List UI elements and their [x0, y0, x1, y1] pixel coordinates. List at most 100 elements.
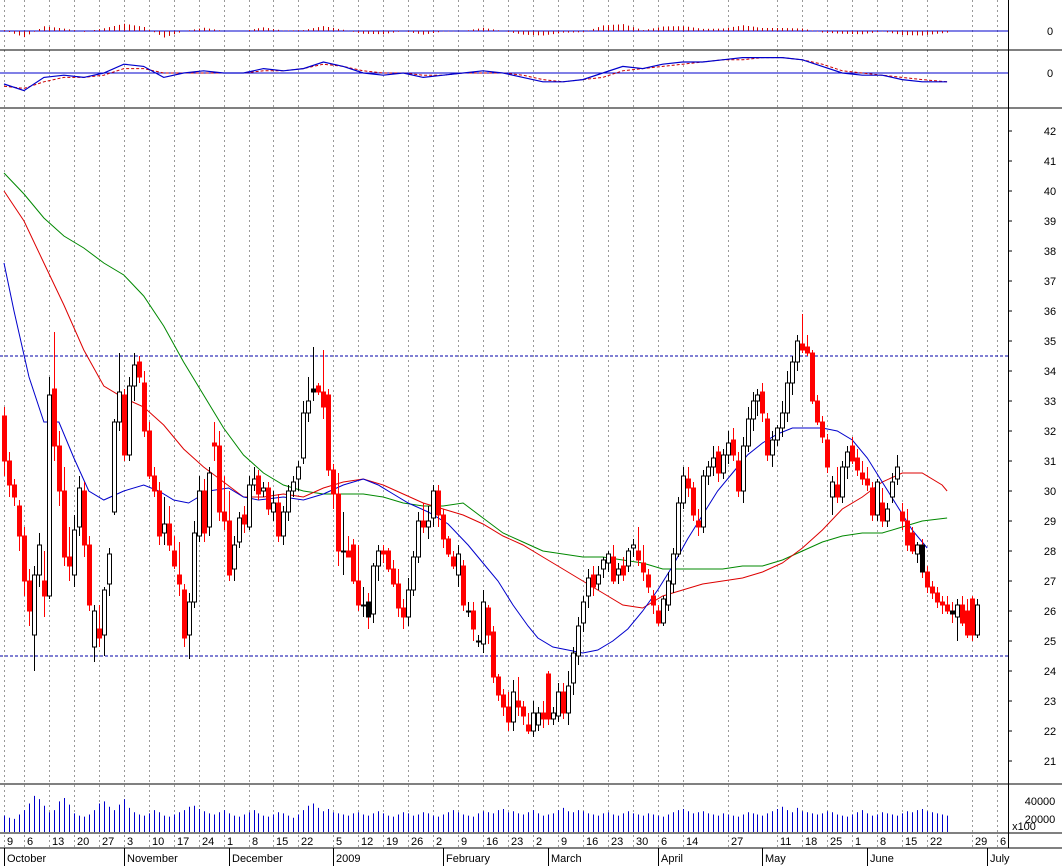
candle	[641, 545, 646, 581]
candle-body	[476, 640, 481, 643]
candle-body	[486, 607, 491, 636]
candle-body	[356, 580, 361, 606]
candle	[860, 461, 865, 485]
candle-body	[92, 610, 97, 648]
candle-body	[252, 478, 257, 486]
date-tick-label: 15	[905, 836, 917, 848]
candle	[581, 596, 586, 632]
price-tick-label: 40	[1044, 186, 1056, 198]
candle	[132, 353, 137, 401]
candle-body	[276, 502, 281, 537]
candle	[127, 377, 132, 461]
candle	[97, 605, 102, 647]
candle-body	[37, 544, 42, 576]
candle	[391, 560, 396, 587]
candle-body	[661, 598, 666, 624]
moving-average-mid	[3, 190, 948, 609]
price-panel	[0, 172, 1008, 737]
candle	[82, 482, 87, 557]
candle-body	[696, 520, 701, 528]
candle-body	[212, 442, 217, 447]
date-tick-label: 5	[336, 836, 342, 848]
month-label: April	[661, 853, 683, 865]
candle-body	[596, 574, 601, 585]
candle	[401, 599, 406, 629]
candle	[496, 674, 501, 701]
volume-panel	[4, 795, 948, 832]
candle	[646, 569, 651, 593]
candle-body	[271, 502, 276, 513]
candle	[476, 635, 481, 647]
candle	[571, 647, 576, 695]
candle-body	[706, 466, 711, 477]
candle	[197, 476, 202, 542]
date-tick-label: 16	[486, 836, 498, 848]
candle-body	[970, 598, 975, 636]
candle-body	[207, 472, 212, 528]
candle-body	[780, 412, 785, 429]
candle-body	[456, 553, 461, 576]
candle-body	[701, 475, 706, 528]
candle-body	[266, 487, 271, 510]
candle	[546, 671, 551, 725]
candle	[651, 590, 656, 614]
date-tick-label: 12	[361, 836, 373, 848]
candle-body	[865, 478, 870, 486]
candle	[701, 470, 706, 533]
candle-body	[975, 604, 980, 636]
candle	[396, 569, 401, 617]
date-tick-label: 1	[855, 836, 861, 848]
candle-body	[910, 532, 915, 552]
candle-body	[626, 550, 631, 567]
month-label: October	[7, 853, 46, 865]
candle	[681, 467, 686, 509]
month-label: May	[765, 853, 786, 865]
candle	[451, 551, 456, 569]
candle-body	[616, 568, 621, 576]
date-tick-label: 10	[152, 836, 164, 848]
date-tick-label: 24	[202, 836, 214, 848]
candle	[436, 485, 441, 527]
candle	[706, 461, 711, 485]
candle-body	[955, 604, 960, 618]
candle-body	[321, 391, 326, 408]
candle-body	[82, 490, 87, 546]
date-tick-label: 13	[52, 836, 64, 848]
candle-body	[870, 487, 875, 516]
candle	[107, 548, 112, 596]
candle-body	[242, 514, 247, 525]
price-tick-label: 39	[1044, 216, 1056, 228]
candle-body	[835, 484, 840, 498]
candle-body	[810, 352, 815, 402]
candle	[561, 683, 566, 719]
candle-body	[187, 601, 192, 636]
candle	[192, 521, 197, 608]
candle	[481, 590, 486, 653]
candle-body	[426, 520, 431, 528]
candle	[785, 371, 790, 422]
candle-body	[386, 550, 391, 570]
date-tick-label: 30	[636, 836, 648, 848]
candle-body	[805, 346, 810, 354]
candle	[845, 446, 850, 479]
candle	[825, 434, 830, 473]
date-tick-label: 8	[880, 836, 886, 848]
candle	[506, 692, 511, 731]
candle-body	[935, 592, 940, 603]
candle	[331, 464, 336, 509]
candle	[556, 683, 561, 722]
candle	[371, 563, 376, 623]
candle	[147, 422, 152, 479]
candle-body	[925, 571, 930, 588]
candle	[441, 509, 446, 548]
candle-body	[87, 544, 92, 606]
candle	[775, 425, 780, 446]
price-tick-label: 34	[1044, 366, 1056, 378]
candle-body	[177, 574, 182, 585]
candle	[586, 569, 591, 608]
date-tick-label: 20	[77, 836, 89, 848]
macd-line	[3, 56, 948, 92]
candle	[261, 482, 266, 497]
candle	[207, 467, 212, 536]
candle-body	[845, 451, 850, 468]
